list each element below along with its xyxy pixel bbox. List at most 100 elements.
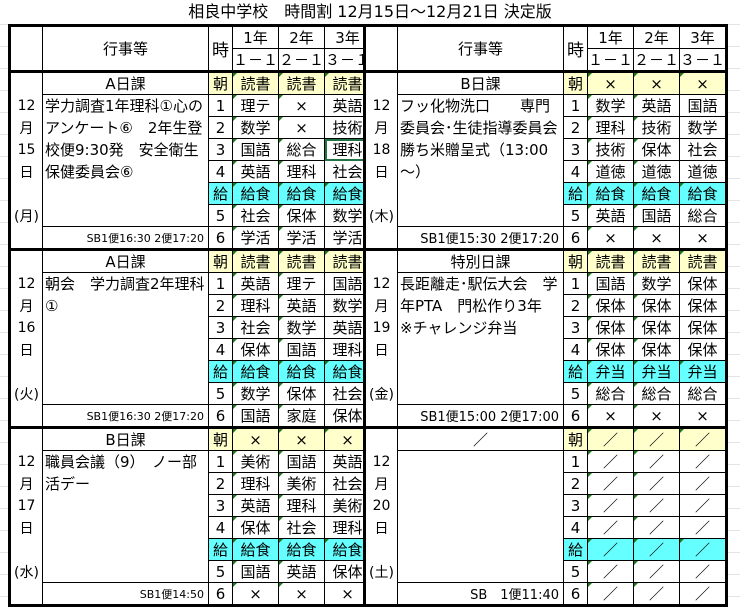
event-notes[interactable]: 学力調査1年理科①心のアンケート⑥ 2年生登校便9:30発 安全衛生保健委員会⑥ xyxy=(42,94,209,227)
subject-cell[interactable]: 読書 xyxy=(231,70,280,95)
subject-cell[interactable]: 読書 xyxy=(278,70,326,95)
subject-cell[interactable]: ／ xyxy=(679,450,729,473)
subject-cell[interactable]: 給食 xyxy=(633,182,681,205)
subject-cell[interactable]: 理科 xyxy=(278,160,326,183)
subject-cell[interactable]: 総合 xyxy=(679,204,729,227)
subject-cell[interactable]: 給食 xyxy=(278,360,326,383)
subject-cell[interactable]: 数学 xyxy=(278,316,326,339)
subject-cell[interactable]: 英語 xyxy=(278,560,326,583)
subject-cell[interactable]: 読書 xyxy=(231,248,280,273)
subject-cell[interactable]: ／ xyxy=(586,516,635,539)
subject-cell[interactable]: 保体 xyxy=(586,338,635,361)
subject-cell[interactable]: ／ xyxy=(633,450,681,473)
subject-cell[interactable]: 国語 xyxy=(679,94,729,117)
subject-cell[interactable]: 国語 xyxy=(231,138,280,161)
subject-cell[interactable]: × xyxy=(679,404,729,428)
subject-cell[interactable]: 数学 xyxy=(633,272,681,295)
subject-cell[interactable]: 保体 xyxy=(586,294,635,317)
subject-cell[interactable]: 保体 xyxy=(278,382,326,405)
subject-cell[interactable]: 道徳 xyxy=(586,160,635,183)
subject-cell[interactable]: 理科 xyxy=(278,494,326,517)
subject-cell[interactable]: 英語 xyxy=(231,494,280,517)
subject-cell[interactable]: 読書 xyxy=(633,248,681,273)
subject-cell[interactable]: 保体 xyxy=(679,272,729,295)
subject-cell[interactable]: 読書 xyxy=(679,248,729,273)
subject-cell[interactable]: ／ xyxy=(586,472,635,495)
subject-cell[interactable]: 数学 xyxy=(231,116,280,139)
subject-cell[interactable]: × xyxy=(231,426,280,451)
subject-cell[interactable]: 国語 xyxy=(633,204,681,227)
subject-cell[interactable]: 技術 xyxy=(633,116,681,139)
subject-cell[interactable]: ／ xyxy=(679,516,729,539)
subject-cell[interactable]: 理テ xyxy=(278,272,326,295)
subject-cell[interactable]: 弁当 xyxy=(679,360,729,383)
subject-cell[interactable]: ／ xyxy=(633,516,681,539)
event-notes[interactable]: フッ化物洗口 専門委員会･生徒指導委員会 勝ち米贈呈式（13:00～） xyxy=(397,94,564,227)
subject-cell[interactable]: ／ xyxy=(633,560,681,583)
subject-cell[interactable]: 国語 xyxy=(278,338,326,361)
subject-cell[interactable]: 保体 xyxy=(586,316,635,339)
subject-cell[interactable]: 英語 xyxy=(231,272,280,295)
subject-cell[interactable]: 給食 xyxy=(324,538,372,561)
subject-cell[interactable]: 国語 xyxy=(586,272,635,295)
subject-cell[interactable]: 美術 xyxy=(278,472,326,495)
subject-cell[interactable]: 給食 xyxy=(324,182,372,205)
school-bus-times[interactable]: SB1便16:30 2便17:20 xyxy=(42,226,209,250)
subject-cell[interactable]: × xyxy=(679,226,729,250)
subject-cell[interactable]: 給食 xyxy=(586,182,635,205)
subject-cell[interactable]: 保体 xyxy=(231,338,280,361)
event-notes[interactable]: 長距離走･駅伝大会 学年PTA 門松作り3年 ※チャレンジ弁当 xyxy=(397,272,564,405)
subject-cell[interactable]: 保体 xyxy=(633,316,681,339)
subject-cell[interactable]: 保体 xyxy=(324,560,372,583)
subject-cell[interactable]: × xyxy=(278,582,326,607)
subject-cell[interactable]: 社会 xyxy=(231,316,280,339)
subject-cell[interactable]: × xyxy=(278,426,326,451)
subject-cell[interactable]: 学活 xyxy=(278,226,326,250)
subject-cell[interactable]: ／ xyxy=(633,494,681,517)
subject-cell[interactable]: 国語 xyxy=(278,450,326,473)
subject-cell[interactable]: 英語 xyxy=(278,294,326,317)
school-bus-times[interactable]: SB1便15:00 2便17:00 xyxy=(397,404,564,428)
subject-cell[interactable]: 英語 xyxy=(324,450,372,473)
subject-cell[interactable]: 保体 xyxy=(278,204,326,227)
subject-cell[interactable]: 家庭 xyxy=(278,404,326,428)
subject-cell[interactable]: ／ xyxy=(679,426,729,451)
school-bus-times[interactable]: SB1便16:30 2便17:20 xyxy=(42,404,209,428)
subject-cell[interactable]: 英語 xyxy=(231,160,280,183)
subject-cell[interactable]: 数学 xyxy=(231,382,280,405)
subject-cell[interactable]: 数学 xyxy=(679,116,729,139)
subject-cell[interactable]: 学活 xyxy=(231,226,280,250)
subject-cell[interactable]: 総合 xyxy=(278,138,326,161)
subject-cell[interactable]: × xyxy=(633,404,681,428)
school-bus-times[interactable]: SB1便15:30 2便17:20 xyxy=(397,226,564,250)
subject-cell[interactable]: 保体 xyxy=(633,338,681,361)
subject-cell[interactable]: 英語 xyxy=(324,316,372,339)
subject-cell[interactable]: 理科 xyxy=(231,294,280,317)
subject-cell[interactable]: ／ xyxy=(586,494,635,517)
subject-cell[interactable]: 道徳 xyxy=(679,160,729,183)
subject-cell[interactable]: 国語 xyxy=(231,404,280,428)
subject-cell[interactable]: 技術 xyxy=(586,138,635,161)
subject-cell[interactable]: × xyxy=(586,226,635,250)
subject-cell[interactable]: × xyxy=(278,116,326,139)
subject-cell[interactable]: 給食 xyxy=(278,538,326,561)
subject-cell[interactable]: 読書 xyxy=(586,248,635,273)
school-bus-times[interactable]: SB1便14:50 xyxy=(42,582,209,607)
subject-cell[interactable]: 社会 xyxy=(278,516,326,539)
subject-cell[interactable]: 美術 xyxy=(231,450,280,473)
subject-cell[interactable]: 読書 xyxy=(278,248,326,273)
subject-cell[interactable]: 国語 xyxy=(231,560,280,583)
subject-cell[interactable]: ／ xyxy=(633,426,681,451)
subject-cell[interactable]: 道徳 xyxy=(633,160,681,183)
subject-cell[interactable]: 社会 xyxy=(231,204,280,227)
subject-cell[interactable]: 給食 xyxy=(231,360,280,383)
subject-cell[interactable]: ／ xyxy=(679,538,729,561)
subject-cell[interactable]: ／ xyxy=(633,472,681,495)
subject-cell[interactable]: 保体 xyxy=(231,516,280,539)
subject-cell[interactable]: × xyxy=(633,70,681,95)
subject-cell[interactable]: 総合 xyxy=(633,382,681,405)
subject-cell[interactable]: 数学 xyxy=(324,204,372,227)
subject-cell[interactable]: × xyxy=(633,226,681,250)
subject-cell[interactable]: 数学 xyxy=(586,94,635,117)
subject-cell[interactable]: 保体 xyxy=(633,294,681,317)
